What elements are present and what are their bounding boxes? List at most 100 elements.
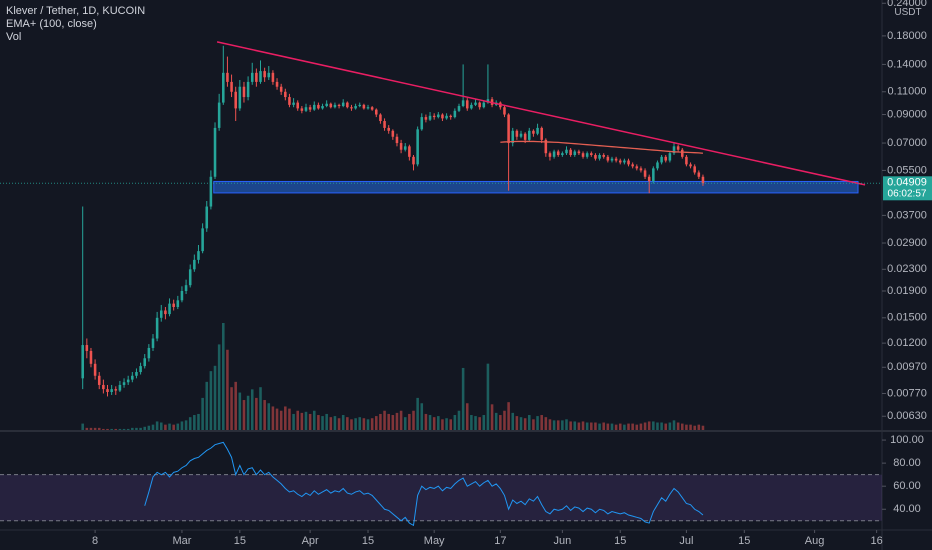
volume-bar bbox=[652, 421, 655, 430]
volume-bar bbox=[618, 423, 622, 430]
candle-body bbox=[631, 164, 634, 167]
candle-body bbox=[234, 91, 237, 109]
candle-body bbox=[147, 347, 151, 359]
volume-bar bbox=[656, 422, 659, 430]
volume-bar bbox=[275, 408, 279, 430]
candle-body bbox=[242, 86, 246, 98]
volume-bar bbox=[445, 418, 448, 430]
volume-bar bbox=[449, 419, 452, 430]
y-tick-label: 0.00770 bbox=[887, 387, 927, 399]
volume-bar bbox=[255, 397, 258, 430]
candle-body bbox=[321, 106, 324, 109]
candle-body bbox=[408, 146, 411, 157]
candle-body bbox=[263, 71, 266, 78]
volume-bar bbox=[540, 415, 543, 430]
candle-body bbox=[598, 155, 601, 159]
candle-body bbox=[590, 153, 593, 156]
candle-body bbox=[511, 130, 515, 144]
candle-body bbox=[614, 158, 618, 161]
volume-bar bbox=[230, 387, 233, 430]
volume-bar bbox=[271, 406, 275, 430]
y-tick-label: 0.02300 bbox=[887, 263, 927, 275]
candle-body bbox=[482, 102, 486, 108]
rsi-y-tick-label: 80.00 bbox=[893, 457, 921, 469]
volume-bar bbox=[536, 416, 539, 430]
volume-bar bbox=[569, 421, 572, 430]
candle-body bbox=[209, 176, 213, 207]
candle-body bbox=[519, 133, 523, 137]
volume-bar bbox=[118, 428, 122, 430]
volume-bar bbox=[184, 420, 188, 430]
volume-bar bbox=[226, 349, 229, 430]
volume-bar bbox=[519, 417, 523, 430]
volume-bar bbox=[176, 423, 180, 430]
x-tick-label: 15 bbox=[614, 535, 626, 547]
candle-body bbox=[197, 251, 200, 260]
volume-bar bbox=[470, 415, 473, 430]
y-tick-label: 0.01500 bbox=[887, 312, 927, 324]
candle-body bbox=[585, 153, 589, 157]
volume-bar bbox=[300, 412, 304, 430]
x-tick-label: 8 bbox=[92, 535, 98, 547]
volume-bar bbox=[403, 417, 407, 430]
volume-bar bbox=[159, 422, 163, 430]
candle-body bbox=[536, 127, 539, 134]
volume-bar bbox=[627, 423, 630, 430]
candle-body bbox=[569, 149, 572, 156]
candle-body bbox=[676, 146, 680, 150]
candle-body bbox=[354, 106, 357, 109]
volume-bar bbox=[341, 415, 345, 430]
x-tick-label: 15 bbox=[738, 535, 750, 547]
volume-bar bbox=[676, 422, 680, 430]
volume-bar bbox=[325, 413, 328, 430]
candle-body bbox=[383, 121, 386, 128]
volume-bar bbox=[424, 413, 428, 430]
candle-body bbox=[375, 109, 378, 115]
volume-bar bbox=[155, 421, 159, 430]
volume-bar bbox=[296, 410, 300, 430]
volume-bar bbox=[370, 418, 374, 430]
support-zone bbox=[213, 180, 859, 194]
candle-body bbox=[594, 155, 597, 159]
candle-body bbox=[441, 114, 444, 119]
volume-bar bbox=[437, 416, 440, 430]
volume-bar bbox=[614, 424, 618, 430]
volume-bar bbox=[594, 422, 597, 430]
x-tick-label: May bbox=[424, 535, 445, 547]
candle-body bbox=[424, 117, 428, 120]
candle-body bbox=[544, 139, 548, 154]
candle-body bbox=[89, 350, 93, 364]
candle-body bbox=[180, 290, 184, 301]
unit-label: USDT bbox=[894, 7, 921, 18]
rsi-y-tick-label: 100.00 bbox=[890, 434, 924, 446]
volume-bar bbox=[102, 428, 105, 430]
candle-body bbox=[693, 166, 696, 173]
candle-body bbox=[449, 115, 452, 118]
volume-bar bbox=[507, 402, 510, 430]
volume-bar bbox=[379, 413, 382, 430]
volume-bar bbox=[515, 416, 519, 430]
volume-bar bbox=[701, 425, 705, 430]
candle-body bbox=[387, 127, 390, 131]
volume-bar bbox=[561, 420, 564, 430]
candle-body bbox=[304, 107, 308, 111]
candle-body bbox=[437, 114, 440, 118]
candle-body bbox=[188, 269, 192, 286]
candle-body bbox=[230, 81, 233, 92]
y-tick-label: 0.00630 bbox=[887, 410, 927, 422]
volume-bar bbox=[457, 410, 461, 430]
volume-bar bbox=[333, 416, 337, 430]
candle-body bbox=[395, 136, 399, 144]
trendline bbox=[216, 41, 866, 186]
candle-body bbox=[416, 129, 419, 165]
volume-bar bbox=[263, 400, 266, 430]
candle-body bbox=[379, 114, 382, 122]
volume-bar bbox=[581, 421, 585, 430]
volume-bar bbox=[610, 423, 614, 430]
countdown-label: 06:02:57 bbox=[888, 188, 927, 199]
candle-body bbox=[672, 146, 676, 154]
candle-body bbox=[131, 375, 134, 380]
volume-bar bbox=[168, 423, 171, 430]
y-tick-label: 0.05500 bbox=[887, 164, 927, 176]
volume-bar bbox=[532, 419, 535, 430]
